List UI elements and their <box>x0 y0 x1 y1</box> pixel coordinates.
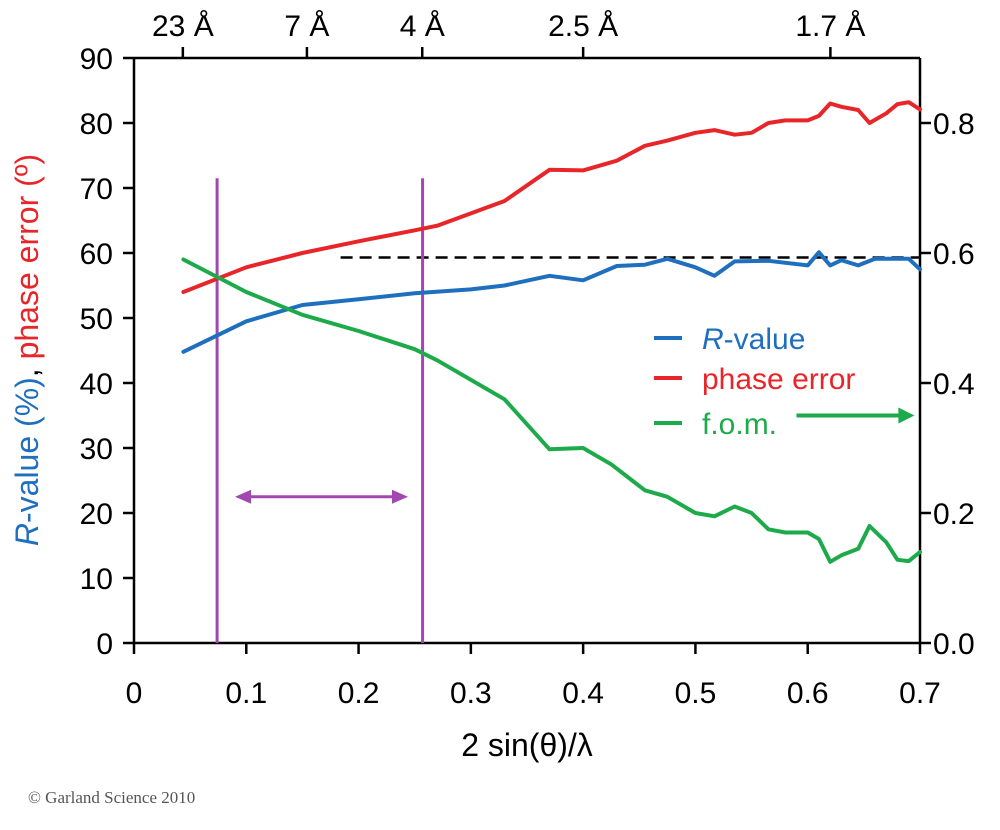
y-right-tick-label: 0.6 <box>933 238 975 271</box>
x-tick-label: 0.3 <box>450 677 492 710</box>
y-left-title-part: , <box>9 359 45 377</box>
legend-label-text: -value <box>724 323 806 356</box>
legend-label-text: f.o.m. <box>702 408 777 441</box>
y-left-tick-label: 30 <box>80 433 113 466</box>
legend-label: phase error <box>702 363 855 396</box>
y-left-tick-label: 90 <box>80 43 113 76</box>
y-right-tick-label: 0.0 <box>933 628 975 661</box>
y-right-tick-label: 0.8 <box>933 108 975 141</box>
y-left-title-part: R <box>9 523 45 546</box>
plot-frame <box>132 56 922 645</box>
top-resolution-label: 2.5 Å <box>548 10 618 43</box>
y-right-tick-label: 0.2 <box>933 498 975 531</box>
legend: R-value phase error f.o.m. <box>654 323 915 441</box>
y-left-tick-label: 50 <box>80 303 113 336</box>
y-left-tick-label: 10 <box>80 563 113 596</box>
y-left-tick-label: 40 <box>80 368 113 401</box>
ticks-layer: 0 0.1 0.2 0.3 0.4 0.5 0.6 0.7 0 10 20 30 40 50 60 70 80 9… <box>80 10 975 710</box>
series-line-f-o-m- <box>181 257 922 564</box>
legend-label-italic-prefix: R <box>702 323 724 356</box>
top-resolution-label: 1.7 Å <box>795 10 865 43</box>
x-tick-label: 0.7 <box>899 677 941 710</box>
top-resolution-label: 4 Å <box>400 10 445 43</box>
x-tick-label: 0.2 <box>338 677 380 710</box>
x-tick-label: 0 <box>126 677 143 710</box>
legend-label-text: phase error <box>702 363 855 396</box>
fom-axis-arrow-head <box>898 407 915 424</box>
legend-label: f.o.m. <box>702 408 777 441</box>
series-line-r-value <box>181 250 922 354</box>
legend-label: R-value <box>702 323 805 356</box>
y-left-tick-label: 0 <box>96 628 113 661</box>
x-tick-label: 0.1 <box>225 677 267 710</box>
y-left-axis-title: R-value (%), phase error (º) <box>9 154 45 546</box>
y-left-tick-label: 60 <box>80 238 113 271</box>
double-arrow-left-head <box>235 489 252 504</box>
x-tick-label: 0.4 <box>562 677 604 710</box>
x-tick-label: 0.6 <box>787 677 829 710</box>
x-tick-label: 0.5 <box>675 677 717 710</box>
y-left-tick-label: 20 <box>80 498 113 531</box>
series-layer <box>181 100 922 564</box>
y-left-title-part: -value (%) <box>9 377 45 523</box>
series-line-phase-error <box>181 100 922 294</box>
y-left-tick-label: 80 <box>80 108 113 141</box>
top-resolution-label: 7 Å <box>284 10 329 43</box>
y-right-tick-label: 0.4 <box>933 368 975 401</box>
double-arrow-right-head <box>391 489 408 504</box>
x-axis-title: 2 sin(θ)/λ <box>461 727 593 763</box>
top-resolution-label: 23 Å <box>152 10 214 43</box>
y-left-title-part: phase error (º) <box>9 154 45 360</box>
copyright-notice: © Garland Science 2010 <box>28 788 196 807</box>
y-left-tick-label: 70 <box>80 173 113 206</box>
